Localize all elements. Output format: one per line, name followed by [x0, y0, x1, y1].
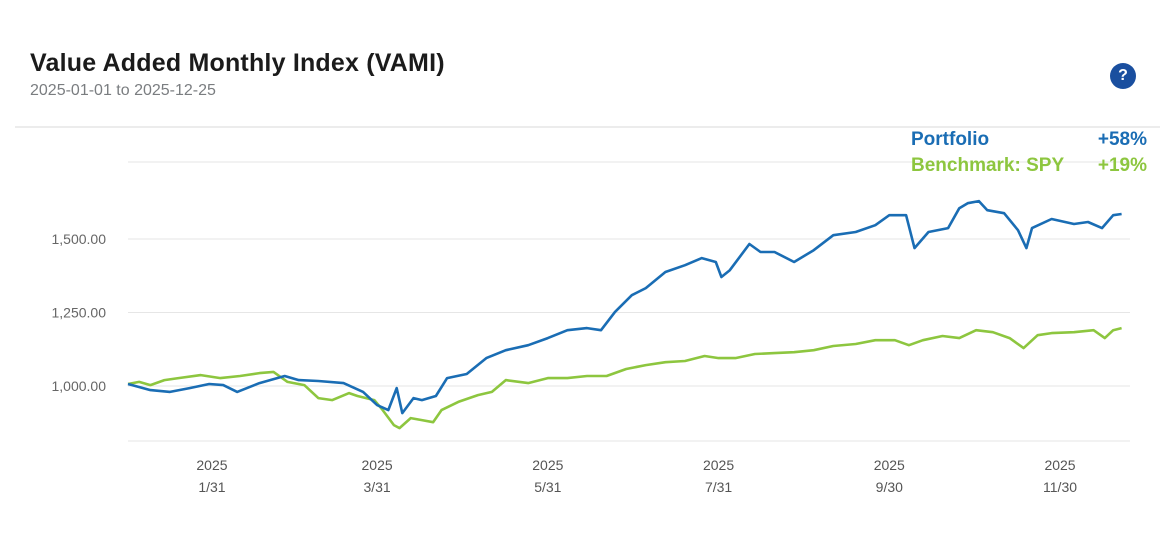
y-tick-label: 1,000.00	[52, 378, 107, 394]
x-tick-label: 9/30	[876, 479, 903, 495]
legend: Portfolio +58% Benchmark: SPY +19%	[911, 129, 1147, 181]
legend-value: +19%	[1097, 155, 1147, 176]
chart-title: Value Added Monthly Index (VAMI)	[30, 49, 445, 77]
legend-label: Benchmark: SPY	[911, 155, 1065, 176]
legend-value: +58%	[1097, 129, 1147, 150]
date-range: 2025-01-01 to 2025-12-25	[30, 82, 216, 99]
x-tick-year: 2025	[1044, 457, 1075, 473]
y-tick-label: 1,500.00	[52, 231, 107, 247]
x-tick-year: 2025	[362, 457, 393, 473]
x-tick-year: 2025	[703, 457, 734, 473]
x-tick-label: 3/31	[363, 479, 390, 495]
portfolio-line	[127, 199, 1122, 415]
legend-item-portfolio[interactable]: Portfolio +58%	[911, 129, 1147, 155]
y-tick-label: 1,250.00	[52, 305, 107, 321]
x-tick-label: 5/31	[534, 479, 561, 495]
legend-item-benchmark[interactable]: Benchmark: SPY +19%	[911, 155, 1147, 181]
x-tick-label: 1/31	[198, 479, 225, 495]
x-tick-year: 2025	[532, 457, 563, 473]
question-circle-icon[interactable]: ?	[1110, 63, 1136, 89]
benchmark-line	[127, 326, 1122, 430]
x-tick-label: 11/30	[1043, 479, 1077, 495]
x-tick-year: 2025	[196, 457, 227, 473]
x-tick-label: 7/31	[705, 479, 732, 495]
x-tick-year: 2025	[874, 457, 905, 473]
header-divider	[15, 126, 1160, 128]
legend-label: Portfolio	[911, 129, 990, 150]
